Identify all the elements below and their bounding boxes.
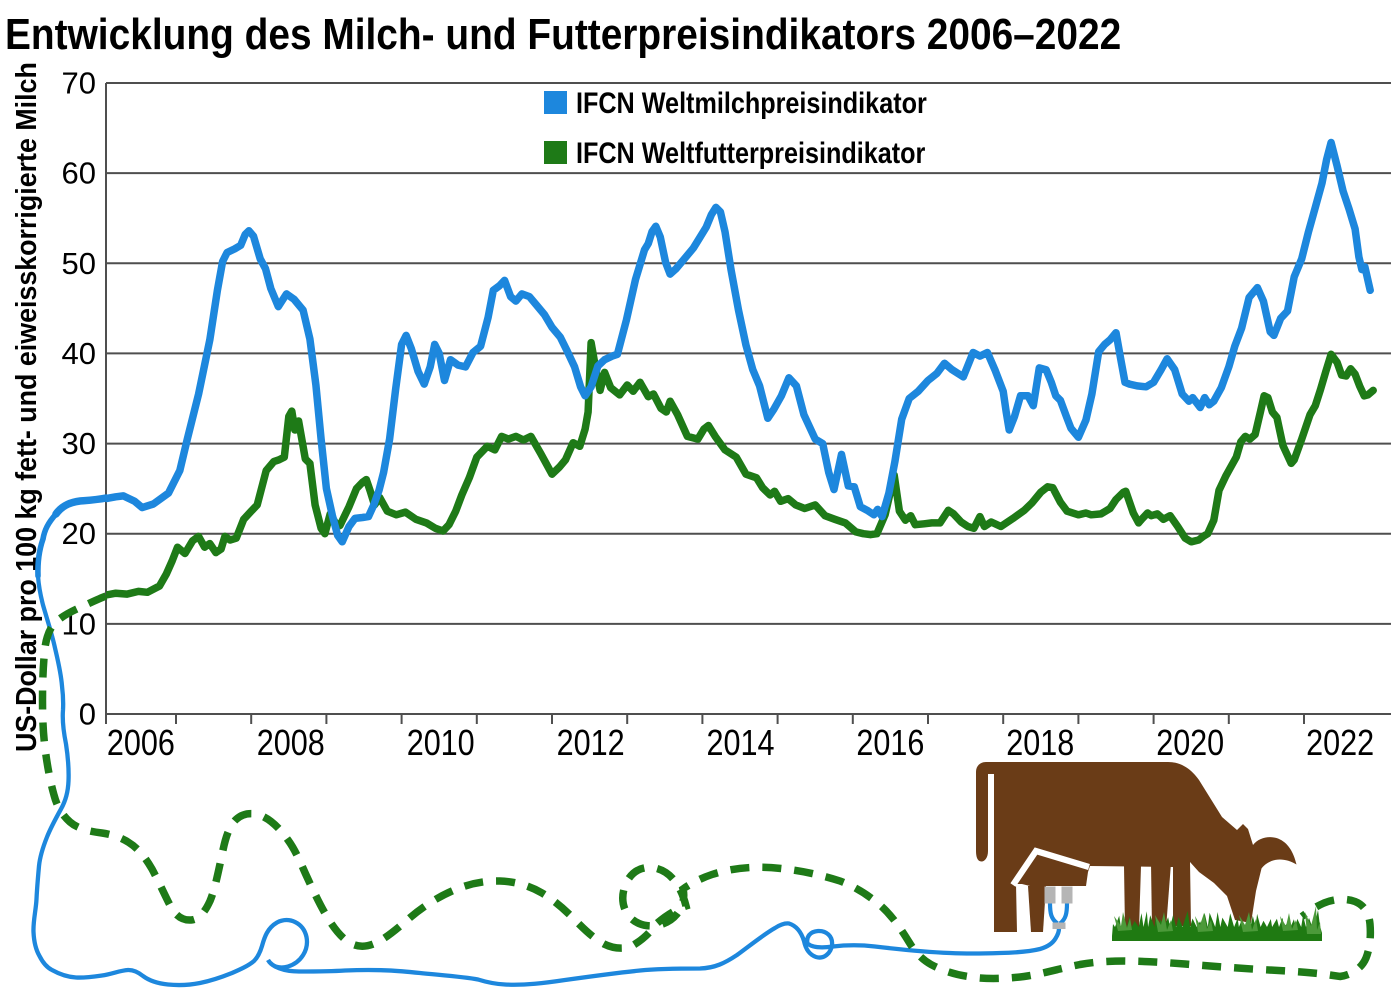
svg-text:50: 50 — [62, 246, 96, 281]
svg-text:2012: 2012 — [557, 722, 625, 763]
svg-text:2016: 2016 — [856, 722, 924, 763]
svg-text:IFCN Weltmilchpreisindikator: IFCN Weltmilchpreisindikator — [576, 86, 927, 120]
svg-text:2014: 2014 — [707, 722, 775, 763]
svg-text:IFCN Weltfutterpreisindikator: IFCN Weltfutterpreisindikator — [576, 136, 926, 170]
svg-text:2008: 2008 — [257, 722, 325, 763]
svg-text:2006: 2006 — [107, 722, 175, 763]
svg-text:0: 0 — [79, 697, 96, 732]
svg-text:20: 20 — [62, 516, 96, 551]
svg-text:70: 70 — [62, 66, 96, 101]
svg-text:2022: 2022 — [1306, 722, 1374, 763]
svg-text:2018: 2018 — [1006, 722, 1074, 763]
svg-text:2020: 2020 — [1156, 722, 1224, 763]
svg-text:40: 40 — [62, 336, 96, 371]
svg-text:30: 30 — [62, 426, 96, 461]
svg-text:60: 60 — [62, 156, 96, 191]
svg-text:US-Dollar pro 100 kg fett- und: US-Dollar pro 100 kg fett- und eiweissko… — [10, 62, 42, 752]
svg-text:2010: 2010 — [407, 722, 475, 763]
